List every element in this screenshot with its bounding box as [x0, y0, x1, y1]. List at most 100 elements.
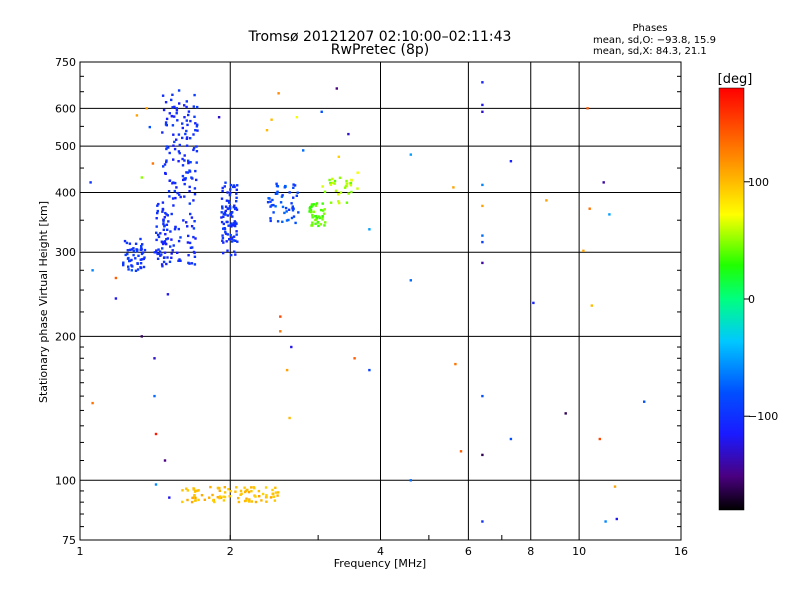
data-point [228, 238, 231, 241]
data-point [154, 251, 158, 254]
data-point [168, 496, 171, 499]
data-point [163, 163, 167, 166]
data-point [165, 147, 168, 151]
data-point [277, 491, 280, 494]
data-point [192, 105, 195, 108]
data-point [269, 205, 272, 208]
data-point [250, 490, 253, 493]
data-point [174, 225, 177, 229]
data-point [127, 268, 130, 271]
y-axis-label: Stationary phase Virtual Height [km] [37, 201, 50, 403]
data-point [141, 251, 145, 254]
data-point [182, 219, 185, 222]
data-point [188, 241, 192, 245]
data-point [114, 297, 118, 300]
data-point [178, 143, 181, 147]
data-point [140, 176, 143, 179]
data-point [230, 222, 233, 225]
data-point [183, 177, 186, 180]
data-point [197, 498, 200, 502]
data-point [213, 500, 216, 504]
data-point [284, 184, 287, 188]
data-point [218, 486, 221, 490]
data-point [452, 186, 455, 189]
data-point [192, 148, 195, 152]
data-point [284, 206, 288, 210]
data-point [329, 201, 333, 204]
data-point [226, 233, 229, 236]
data-point [182, 178, 185, 182]
data-point [235, 200, 238, 203]
data-point [148, 125, 151, 129]
data-point [172, 244, 175, 247]
data-point [271, 492, 274, 495]
data-point [291, 209, 295, 212]
data-point [185, 487, 188, 490]
data-point [192, 235, 195, 239]
data-point [132, 249, 135, 253]
data-point [331, 177, 334, 181]
data-point [221, 236, 225, 240]
data-point [167, 146, 170, 149]
data-point [281, 194, 284, 197]
data-point [247, 490, 251, 494]
data-point [608, 213, 611, 216]
data-point [224, 209, 227, 213]
data-point [237, 500, 241, 504]
data-point [162, 165, 165, 168]
data-point [222, 227, 225, 230]
data-point [272, 211, 275, 214]
data-point [157, 235, 161, 239]
data-point [287, 218, 290, 222]
data-point [231, 215, 234, 218]
data-point [166, 228, 169, 231]
data-point [157, 248, 160, 251]
data-point [356, 171, 359, 174]
data-point [195, 178, 198, 182]
data-point [185, 100, 188, 103]
data-point [183, 159, 186, 162]
data-point [181, 122, 184, 125]
data-point [274, 486, 277, 489]
data-point [234, 207, 237, 211]
data-point [228, 495, 231, 498]
data-point [166, 293, 170, 296]
data-point [193, 255, 197, 258]
data-point [176, 251, 179, 254]
data-point [193, 93, 196, 97]
data-point [91, 401, 94, 405]
data-point [337, 155, 340, 158]
data-point [192, 199, 195, 202]
data-point [170, 252, 173, 255]
data-point [139, 258, 142, 261]
data-point [194, 237, 197, 240]
data-point [248, 498, 251, 501]
data-point [235, 222, 238, 225]
data-point [192, 227, 196, 230]
phases-mean-x: mean, sd,X: 84.3, 21.1 [593, 46, 707, 57]
data-point [173, 115, 176, 118]
data-point [231, 185, 235, 189]
data-point [349, 182, 353, 185]
data-point [136, 268, 140, 271]
data-point [163, 251, 167, 254]
data-point [233, 185, 236, 189]
data-point [481, 453, 484, 457]
data-point [194, 122, 197, 125]
data-point [195, 150, 199, 153]
data-point [189, 137, 192, 140]
data-point [246, 488, 249, 492]
data-point [155, 249, 158, 252]
data-point [127, 256, 130, 260]
data-point [313, 203, 316, 206]
data-point [356, 187, 359, 190]
data-point [224, 205, 228, 208]
data-point [173, 147, 177, 151]
data-point [409, 153, 412, 156]
data-point [153, 394, 156, 398]
data-point [321, 209, 325, 212]
data-point [329, 181, 332, 185]
data-point [221, 186, 224, 190]
plot-grid [80, 62, 681, 540]
data-point [235, 196, 238, 199]
